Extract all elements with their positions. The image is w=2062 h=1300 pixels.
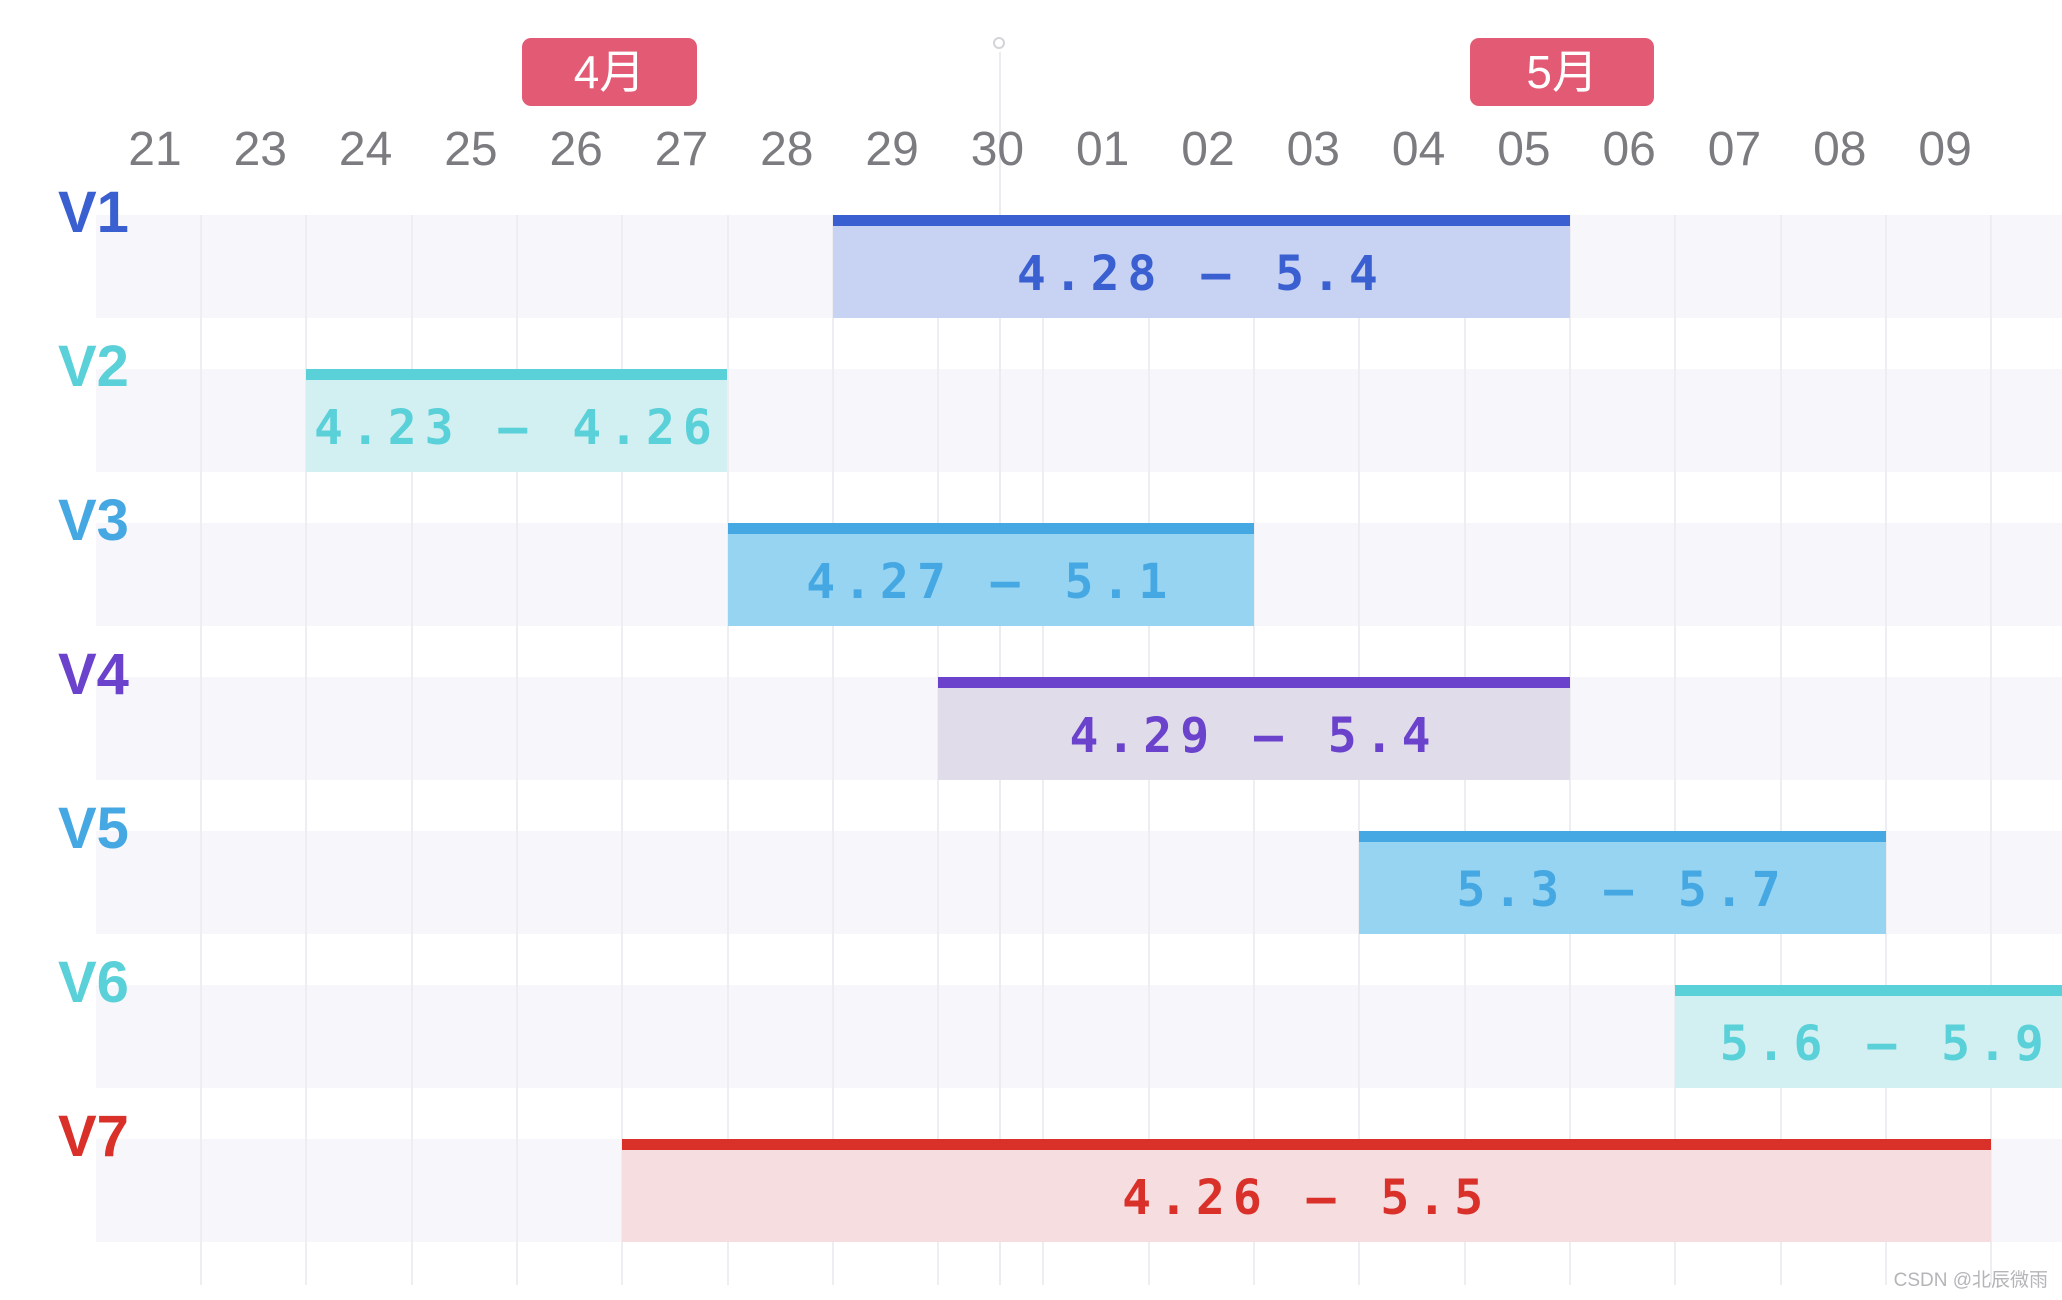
bar-top-line xyxy=(1359,831,1886,842)
watermark: CSDN @北辰微雨 xyxy=(1893,1270,2048,1291)
bar-top-line xyxy=(1675,985,2062,996)
day-label-01: 01 xyxy=(1075,123,1130,176)
day-label-03: 03 xyxy=(1286,123,1340,176)
day-label-07: 07 xyxy=(1707,123,1762,176)
grid-line xyxy=(305,215,308,1285)
bar-top-line xyxy=(622,1139,1992,1150)
bar-top-line xyxy=(306,369,728,380)
day-label-02: 02 xyxy=(1181,123,1235,176)
day-label-09: 09 xyxy=(1918,123,1972,176)
day-label-05: 05 xyxy=(1497,123,1551,176)
bar-range-label: 4.27 — 5.1 xyxy=(806,553,1176,610)
grid-line xyxy=(1674,215,1677,1285)
task-bar-v1[interactable]: 4.28 — 5.4 xyxy=(832,215,1570,318)
grid-line xyxy=(1779,215,1782,1285)
grid-line xyxy=(1990,215,1993,1285)
bar-range-label: 5.3 — 5.7 xyxy=(1456,861,1789,918)
task-bar-v3[interactable]: 4.27 — 5.1 xyxy=(727,523,1254,626)
day-label-26: 26 xyxy=(549,123,603,176)
grid-line xyxy=(1884,215,1887,1285)
bar-range-label: 4.29 — 5.4 xyxy=(1069,707,1439,764)
task-label-v7: V7 xyxy=(58,1104,129,1169)
task-bar-v6[interactable]: 5.6 — 5.9 xyxy=(1675,985,2062,1088)
task-label-v6: V6 xyxy=(58,950,129,1015)
day-label-23: 23 xyxy=(233,123,287,176)
today-marker-icon[interactable] xyxy=(993,37,1006,49)
grid-line xyxy=(831,215,834,1285)
grid-line xyxy=(1568,215,1571,1285)
day-label-29: 29 xyxy=(865,123,919,176)
day-label-04: 04 xyxy=(1391,123,1446,176)
task-bar-v2[interactable]: 4.23 — 4.26 xyxy=(306,369,728,472)
grid-line xyxy=(410,215,413,1285)
task-label-v1: V1 xyxy=(58,180,129,245)
day-label-25: 25 xyxy=(444,123,498,176)
grid-line xyxy=(200,215,202,1285)
day-label-21: 21 xyxy=(128,123,182,176)
task-bar-v4[interactable]: 4.29 — 5.4 xyxy=(938,677,1570,780)
bar-range-label: 4.28 — 5.4 xyxy=(1016,245,1386,302)
day-label-27: 27 xyxy=(654,123,709,176)
task-bar-v5[interactable]: 5.3 — 5.7 xyxy=(1359,831,1886,934)
task-label-v2: V2 xyxy=(58,334,129,399)
day-label-06: 06 xyxy=(1602,123,1656,176)
day-label-24: 24 xyxy=(338,123,393,176)
bar-top-line xyxy=(832,215,1570,226)
grid-line xyxy=(621,215,624,1285)
bar-range-label: 4.23 — 4.26 xyxy=(313,399,720,456)
month-label: 4月 xyxy=(522,38,697,106)
task-bar-v7[interactable]: 4.26 — 5.5 xyxy=(622,1139,1992,1242)
bar-top-line xyxy=(938,677,1570,688)
bar-range-label: 4.26 — 5.5 xyxy=(1122,1169,1492,1226)
task-label-v4: V4 xyxy=(58,642,129,707)
today-line xyxy=(999,52,1002,1285)
day-label-28: 28 xyxy=(760,123,814,176)
grid-line xyxy=(726,215,729,1285)
day-label-30: 30 xyxy=(970,123,1025,176)
bar-range-label: 5.6 — 5.9 xyxy=(1719,1015,2052,1072)
bar-top-line xyxy=(727,523,1254,534)
month-label: 5月 xyxy=(1469,38,1655,106)
day-label-08: 08 xyxy=(1813,123,1867,176)
grid-line xyxy=(515,215,518,1285)
task-label-v3: V3 xyxy=(58,488,129,553)
task-label-v5: V5 xyxy=(58,796,129,861)
